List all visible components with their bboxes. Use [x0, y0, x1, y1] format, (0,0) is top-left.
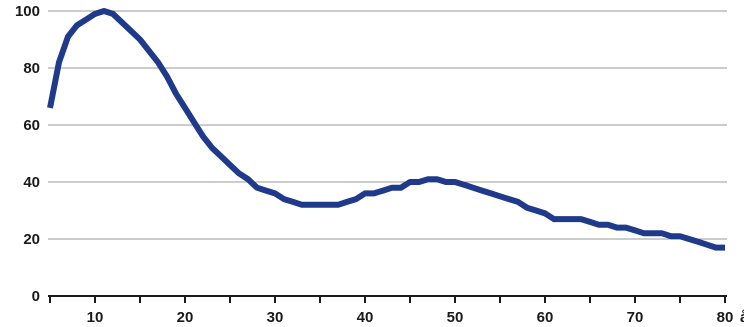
- y-tick-label-40: 40: [23, 174, 40, 191]
- x-tick-label-40: 40: [357, 309, 374, 326]
- x-tick-label-10: 10: [87, 309, 104, 326]
- gridlines: [48, 10, 727, 240]
- x-tick-label-20: 20: [177, 309, 194, 326]
- x-tick-label-30: 30: [267, 309, 284, 326]
- y-tick-label-0: 0: [32, 288, 40, 305]
- y-tick-label-100: 100: [15, 3, 40, 20]
- x-axis-ticks: 10 20 30 40 50 60 70 80 år: [49, 296, 744, 326]
- x-tick-label-80: 80: [717, 309, 734, 326]
- x-tick-label-60: 60: [537, 309, 554, 326]
- x-tick-label-70: 70: [627, 309, 644, 326]
- y-tick-label-20: 20: [23, 231, 40, 248]
- y-tick-label-80: 80: [23, 60, 40, 77]
- x-axis-unit-label: år: [740, 309, 744, 326]
- y-axis-tick-labels: 0 20 40 60 80 100: [15, 3, 40, 305]
- y-tick-label-60: 60: [23, 117, 40, 134]
- x-tick-label-50: 50: [447, 309, 464, 326]
- series-line: [47, 8, 725, 251]
